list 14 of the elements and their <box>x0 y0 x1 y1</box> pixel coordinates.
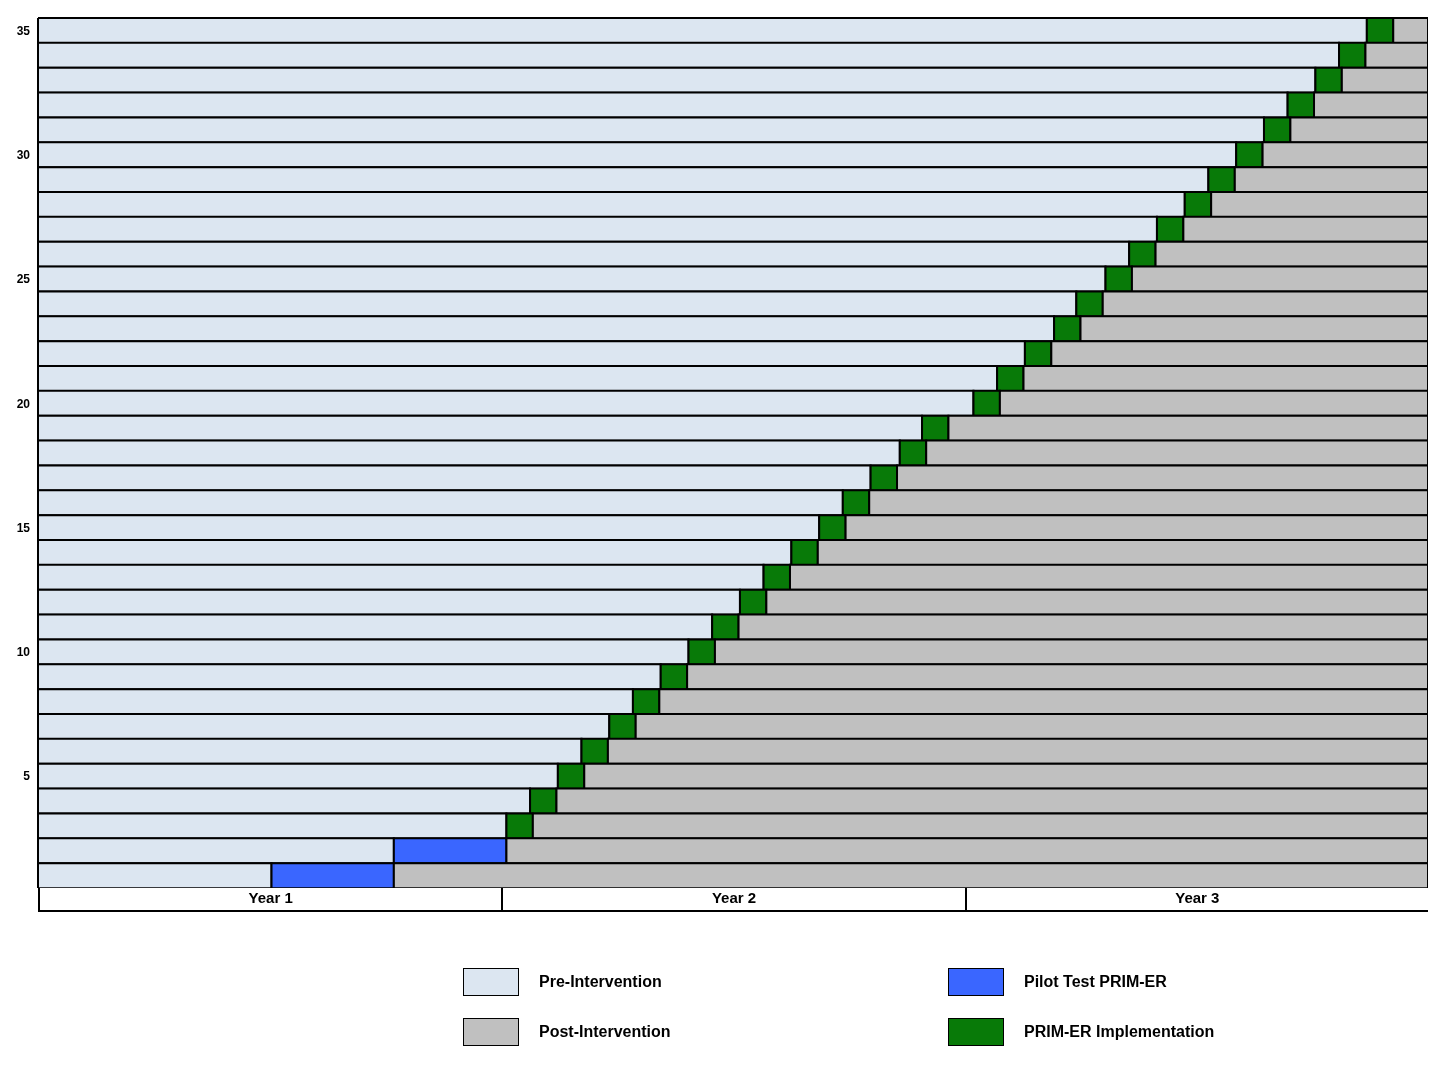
text: Year 1 <box>38 888 502 910</box>
legend-label: Post-Intervention <box>539 1023 671 1041</box>
legend-label: Pilot Test PRIM-ER <box>1024 973 1167 991</box>
y-tick-label: 5 <box>23 769 31 784</box>
legend-label: PRIM-ER Implementation <box>1024 1023 1215 1041</box>
y-tick-label: 35 <box>16 23 31 38</box>
y-tick-label: 25 <box>16 272 31 287</box>
y-tick-label: 20 <box>16 396 31 411</box>
legend-label: Pre-Intervention <box>539 973 662 991</box>
text: Year 3 <box>964 888 1428 910</box>
text: Year 2 <box>501 888 965 910</box>
y-tick-label: 10 <box>16 645 31 660</box>
y-tick-label: 15 <box>16 520 31 535</box>
y-tick-label: 30 <box>16 147 31 162</box>
